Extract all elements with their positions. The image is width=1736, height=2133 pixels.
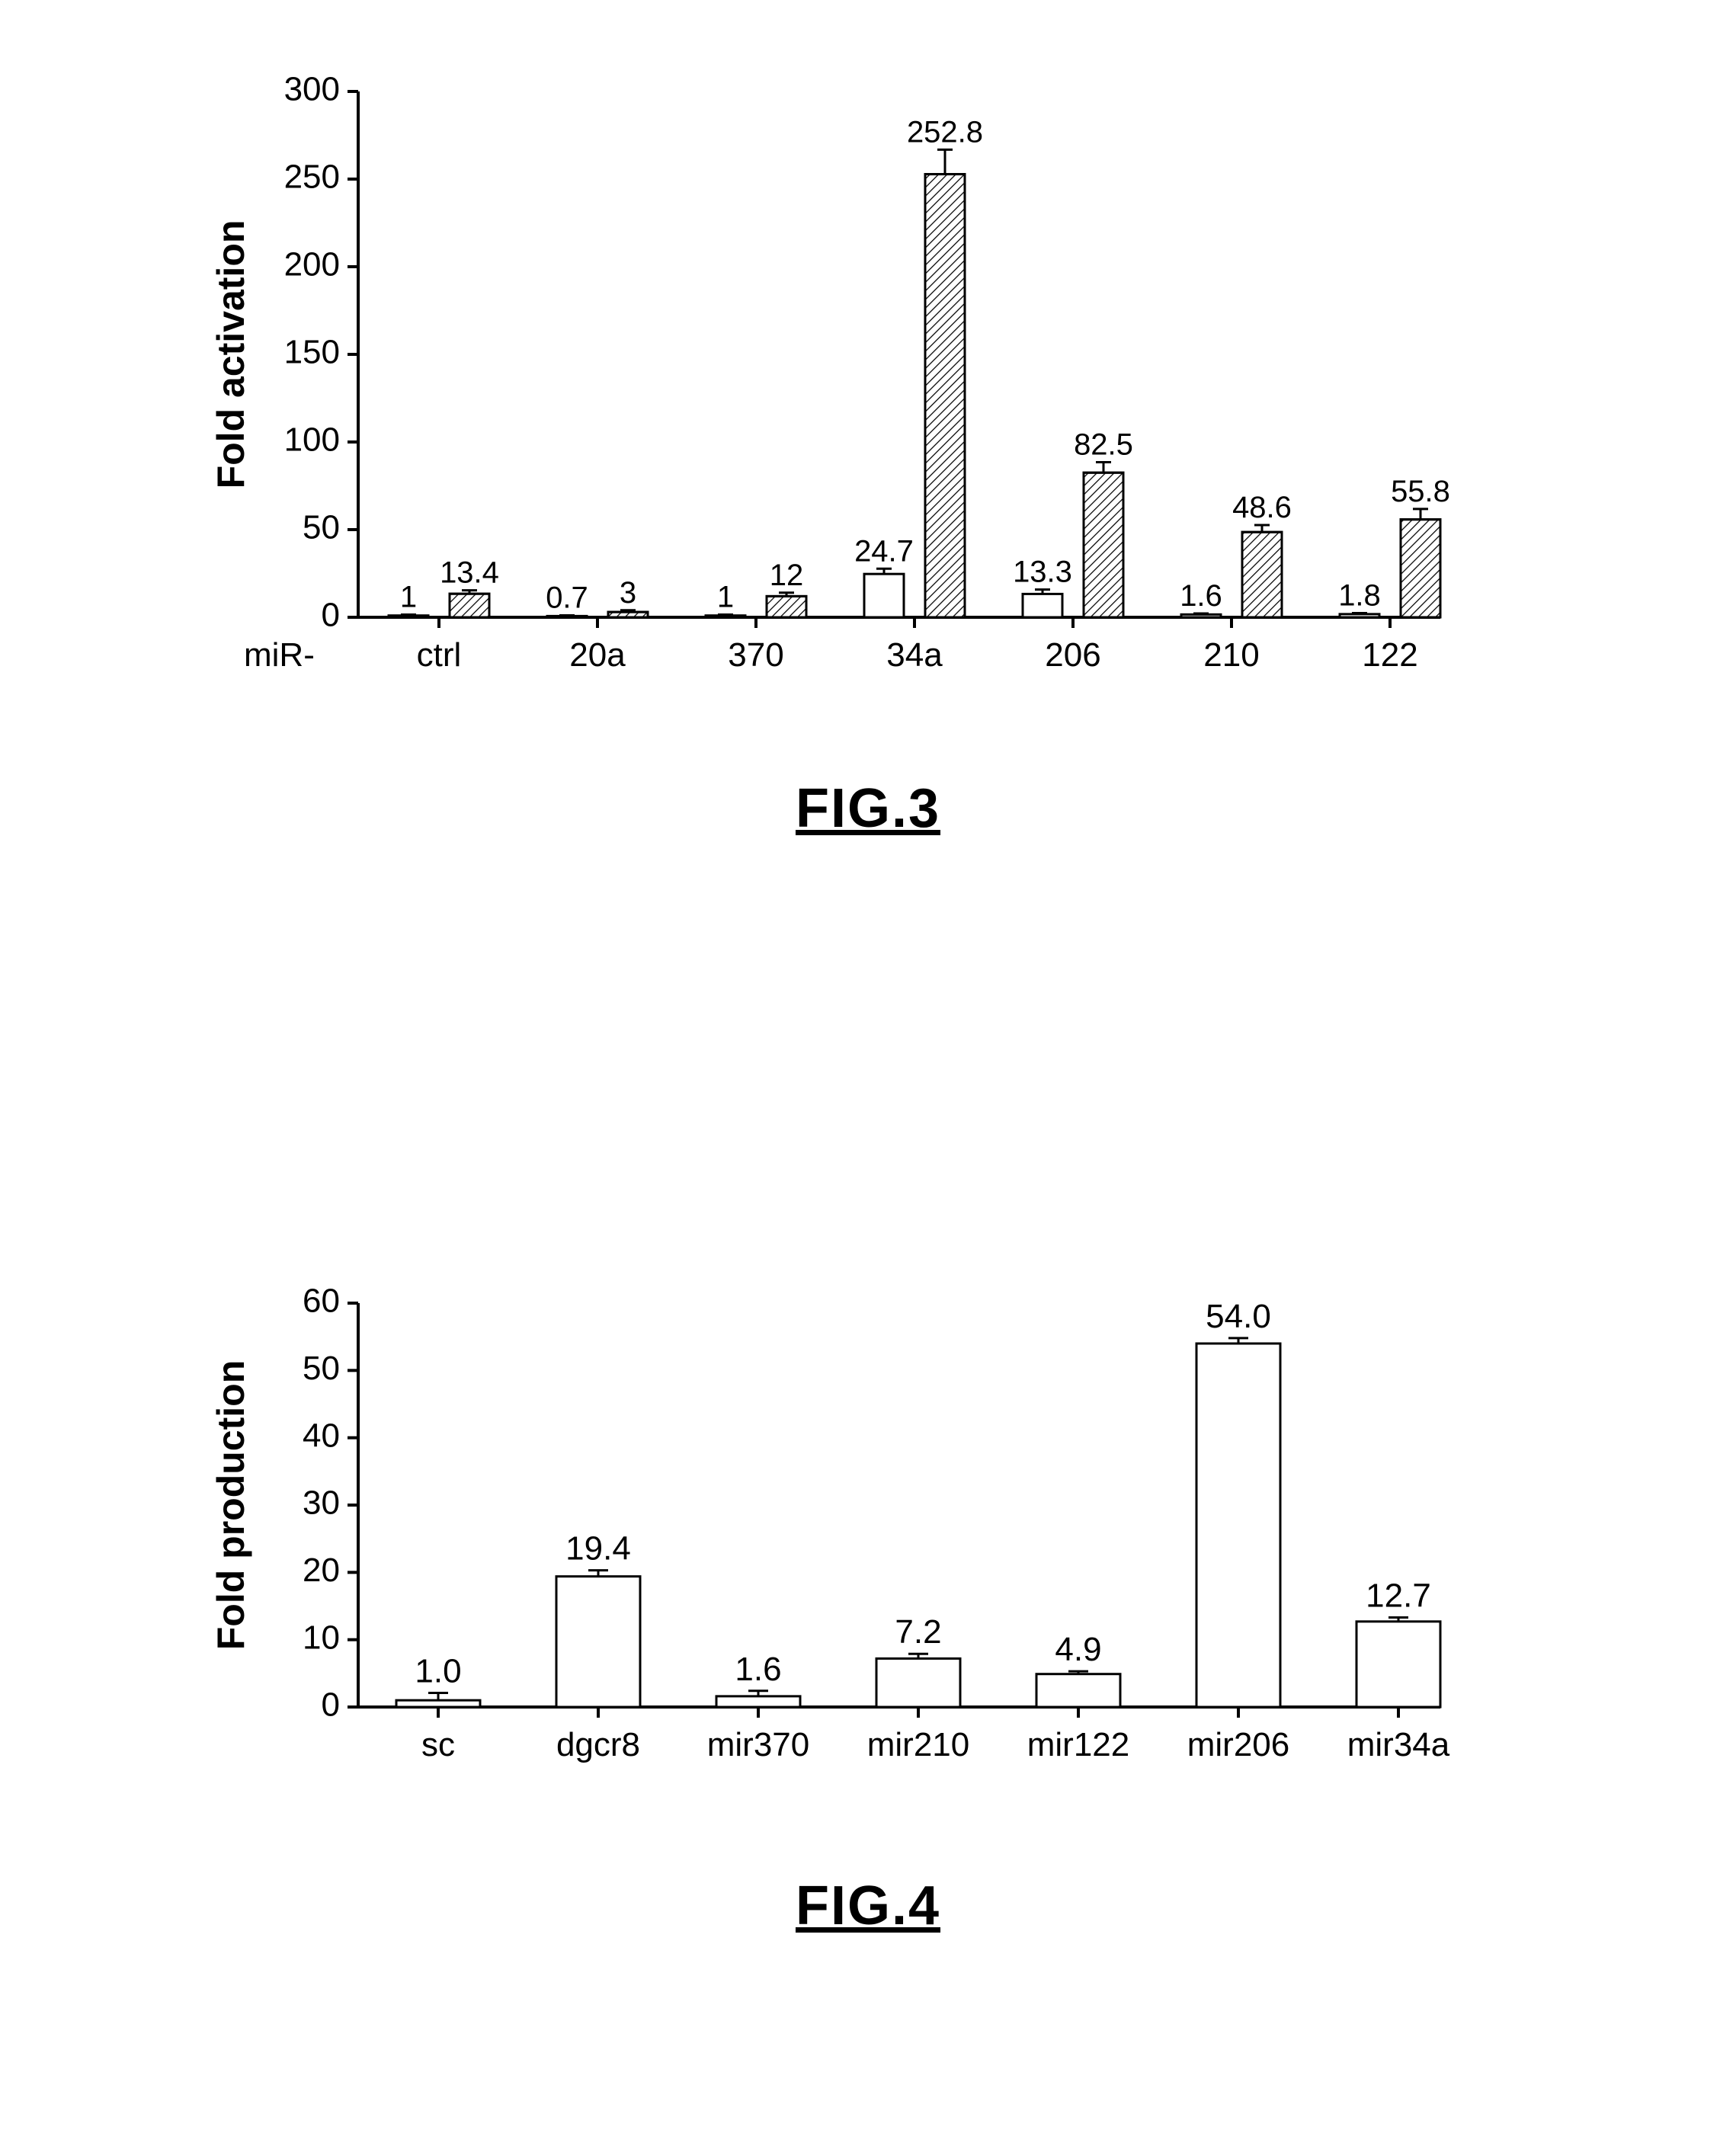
fig4-bar-value: 7.2	[895, 1613, 941, 1651]
svg-text:200: 200	[284, 246, 340, 283]
svg-text:0: 0	[322, 597, 340, 634]
fig4-bar	[556, 1577, 640, 1707]
fig3-title: FIG.3	[0, 777, 1736, 840]
fig3-bar-value: 48.6	[1232, 491, 1292, 524]
fig3-xtick-label: 206	[1045, 636, 1100, 674]
fig4-bar-value: 12.7	[1366, 1577, 1431, 1615]
fig3-xtick-label: 122	[1362, 636, 1417, 674]
fig4-title: FIG.4	[0, 1875, 1736, 1937]
svg-text:20: 20	[303, 1552, 340, 1589]
svg-text:150: 150	[284, 334, 340, 371]
fig3-bar-value: 82.5	[1074, 428, 1133, 461]
fig4-bar-value: 19.4	[565, 1530, 631, 1568]
fig3-bar-value: 252.8	[907, 115, 983, 149]
svg-text:10: 10	[303, 1619, 340, 1656]
fig4-bar-value: 4.9	[1055, 1631, 1101, 1668]
fig3-bar-value: 3	[620, 576, 636, 610]
fig4-chart: 0 10 20 30 40 50 60 Fold production 1.0 sc 19.4 dgc…	[0, 1242, 1736, 1852]
fig4-xtick-label: mir210	[867, 1726, 970, 1763]
fig4-bar-value: 54.0	[1206, 1298, 1271, 1335]
svg-text:60: 60	[303, 1283, 340, 1320]
fig3-bar-value: 1	[400, 581, 417, 614]
fig3-bar-value: 55.8	[1391, 475, 1450, 508]
svg-text:40: 40	[303, 1417, 340, 1454]
svg-text:Fold production: Fold production	[210, 1360, 252, 1650]
svg-text:100: 100	[284, 421, 340, 459]
fig4-bar	[1356, 1622, 1440, 1707]
fig3-xtick-label: 210	[1203, 636, 1259, 674]
fig4-bar-value: 1.6	[735, 1651, 781, 1688]
svg-text:Fold activation: Fold activation	[210, 220, 252, 489]
fig4-bar	[396, 1700, 480, 1707]
fig3-xtick-label: ctrl	[417, 636, 462, 674]
fig3-bar-value: 24.7	[854, 534, 914, 568]
fig4-xtick-label: sc	[421, 1726, 455, 1763]
fig4-bar	[716, 1696, 800, 1707]
fig4-xtick-label: dgcr8	[556, 1726, 640, 1763]
fig3-xtick-label: 370	[728, 636, 783, 674]
svg-text:50: 50	[303, 1350, 340, 1387]
svg-text:0: 0	[322, 1686, 340, 1724]
fig3-bar-value: 13.4	[440, 556, 499, 590]
fig3-bar-value: 0.7	[546, 581, 588, 614]
fig3-bar-value: 1.8	[1338, 578, 1381, 612]
fig4-xtick-label: mir122	[1027, 1726, 1130, 1763]
fig4-xtick-label: mir206	[1187, 1726, 1290, 1763]
fig4-bar	[1036, 1674, 1120, 1707]
fig3-bar-value: 1	[717, 581, 734, 614]
fig4-xtick-label: mir34a	[1347, 1726, 1450, 1763]
fig3-bar	[1181, 614, 1221, 617]
fig4-xtick-label: mir370	[707, 1726, 810, 1763]
fig3-bar	[1340, 614, 1379, 617]
fig3-bar	[1023, 594, 1062, 617]
fig3-bar-value: 1.6	[1180, 579, 1222, 613]
fig3-chart: 0 50 100 150 200 250 300 Fold activation 1 13.4 ct…	[0, 0, 1736, 838]
fig4-bar	[1196, 1344, 1280, 1707]
fig3-bar-value: 12	[770, 559, 804, 592]
fig3-xaxis-prefix: miR-	[244, 636, 315, 674]
fig4-bar	[876, 1658, 960, 1707]
fig3-bar	[864, 574, 904, 617]
svg-text:50: 50	[303, 509, 340, 546]
fig3-xtick-label: 20a	[569, 636, 626, 674]
svg-text:30: 30	[303, 1484, 340, 1522]
svg-text:300: 300	[284, 71, 340, 108]
svg-text:250: 250	[284, 159, 340, 196]
fig4-bar-value: 1.0	[415, 1652, 461, 1689]
fig3-bar-value: 13.3	[1013, 556, 1072, 589]
fig3-xtick-label: 34a	[886, 636, 943, 674]
